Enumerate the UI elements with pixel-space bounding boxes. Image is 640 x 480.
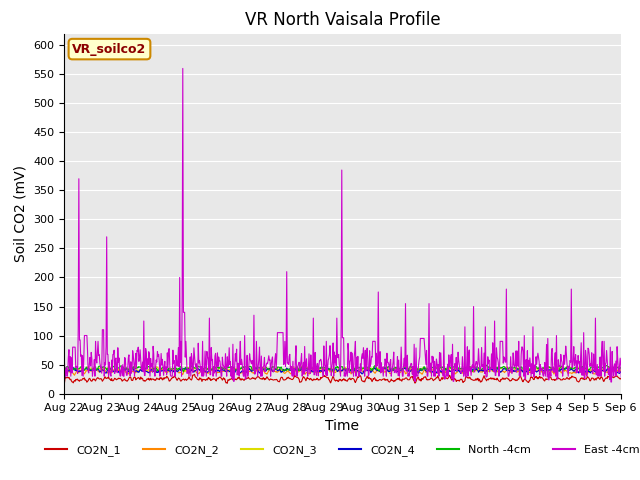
Y-axis label: Soil CO2 (mV): Soil CO2 (mV) [13, 165, 28, 262]
Text: VR_soilco2: VR_soilco2 [72, 43, 147, 56]
X-axis label: Time: Time [325, 419, 360, 433]
Title: VR North Vaisala Profile: VR North Vaisala Profile [244, 11, 440, 29]
Legend: CO2N_1, CO2N_2, CO2N_3, CO2N_4, North -4cm, East -4cm: CO2N_1, CO2N_2, CO2N_3, CO2N_4, North -4… [40, 440, 640, 460]
